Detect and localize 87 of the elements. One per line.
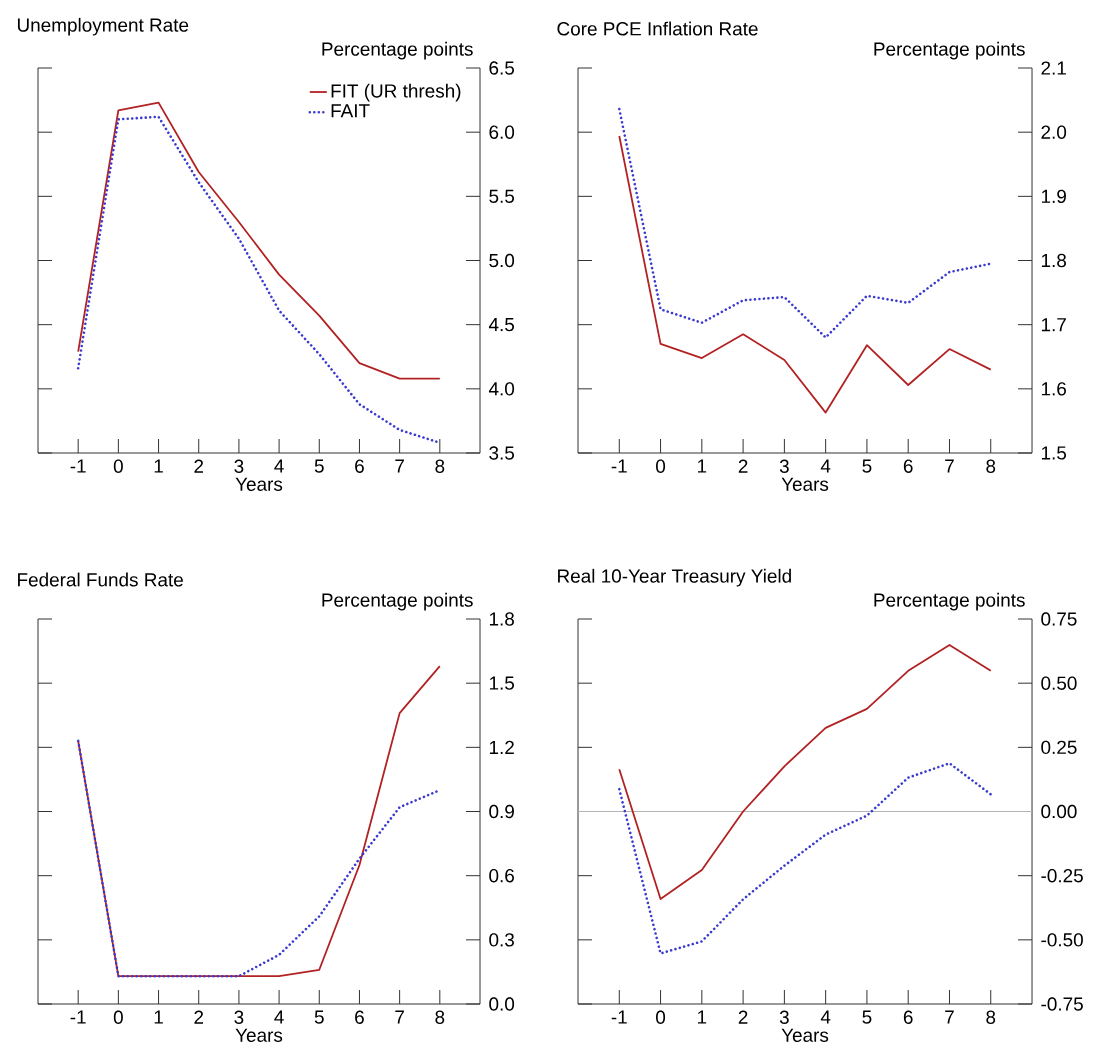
x-tick-label: 2 bbox=[194, 459, 204, 473]
legend-label: FIT (UR thresh) bbox=[331, 83, 461, 102]
y-tick-label: 0.3 bbox=[489, 933, 514, 947]
x-axis-title: Years bbox=[781, 1028, 829, 1042]
y-tick-label: -0.75 bbox=[1041, 997, 1083, 1011]
y-tick-label: 6.5 bbox=[489, 61, 515, 75]
y-tick-label: 1.2 bbox=[489, 740, 514, 754]
x-tick-label: 1 bbox=[698, 1010, 707, 1024]
y-tick-label: 1.5 bbox=[1041, 446, 1067, 460]
line-series bbox=[77, 101, 441, 380]
x-tick-label: 8 bbox=[986, 459, 996, 473]
x-tick-label: 0 bbox=[113, 1010, 123, 1024]
x-tick-label: 0 bbox=[656, 1010, 666, 1024]
y-axis-title: Percentage points bbox=[874, 592, 1025, 611]
x-tick-label: 2 bbox=[738, 1010, 748, 1024]
line-series bbox=[617, 761, 993, 955]
x-tick-label: 1 bbox=[154, 459, 163, 473]
x-tick-label: 8 bbox=[435, 1010, 445, 1024]
chart-title: Core PCE Inflation Rate bbox=[557, 21, 758, 36]
x-tick-label: 2 bbox=[194, 1010, 204, 1024]
x-tick-label: -1 bbox=[611, 1010, 627, 1024]
y-axis-title: Percentage points bbox=[874, 41, 1025, 60]
x-tick-label: 1 bbox=[154, 1010, 163, 1024]
x-tick-label: 4 bbox=[274, 1010, 284, 1024]
x-tick-label: -1 bbox=[70, 1010, 86, 1024]
y-tick-label: 1.8 bbox=[489, 612, 514, 626]
x-tick-label: 3 bbox=[234, 1010, 244, 1024]
y-tick-label: 0.9 bbox=[489, 804, 514, 819]
x-axis-title: Years bbox=[781, 477, 829, 491]
line-series bbox=[618, 135, 992, 414]
x-tick-label: 4 bbox=[274, 459, 284, 473]
y-tick-label: 2.1 bbox=[1041, 61, 1066, 75]
x-tick-label: 5 bbox=[862, 459, 872, 473]
y-tick-label: 5.5 bbox=[489, 189, 515, 203]
x-tick-label: 7 bbox=[945, 459, 954, 473]
x-tick-label: 0 bbox=[113, 459, 123, 473]
y-tick-label: -0.25 bbox=[1041, 868, 1083, 883]
chart-title: Federal Funds Rate bbox=[18, 572, 183, 587]
x-axis-title: Years bbox=[235, 477, 283, 491]
y-axis-title: Percentage points bbox=[322, 592, 473, 611]
y-tick-label: 1.8 bbox=[1041, 253, 1067, 268]
y-tick-label: 0.0 bbox=[489, 997, 515, 1011]
y-tick-label: 1.6 bbox=[1041, 382, 1066, 396]
x-tick-label: 4 bbox=[820, 459, 831, 473]
x-tick-label: 6 bbox=[903, 459, 913, 473]
x-tick-label: 4 bbox=[820, 1010, 831, 1024]
x-tick-label: 5 bbox=[314, 1010, 324, 1024]
y-tick-label: 1.9 bbox=[1041, 189, 1066, 204]
x-tick-label: 7 bbox=[395, 1010, 404, 1024]
y-tick-label: 0.50 bbox=[1041, 676, 1077, 690]
y-tick-label: 0.00 bbox=[1041, 804, 1077, 819]
x-tick-label: 8 bbox=[986, 1010, 996, 1024]
x-tick-label: 6 bbox=[903, 1010, 913, 1024]
y-tick-label: 0.6 bbox=[489, 868, 514, 883]
x-tick-label: 6 bbox=[355, 459, 364, 473]
x-tick-label: 6 bbox=[355, 1010, 364, 1024]
y-tick-label: 4.5 bbox=[488, 318, 515, 332]
x-tick-label: 3 bbox=[779, 459, 789, 473]
y-tick-label: 6.0 bbox=[489, 125, 515, 139]
x-tick-label: 8 bbox=[435, 459, 445, 473]
y-tick-label: 5.0 bbox=[489, 253, 515, 268]
legend-label: FAIT bbox=[331, 104, 370, 118]
y-tick-label: 0.25 bbox=[1041, 740, 1077, 755]
chart-title: Real 10-Year Treasury Yield bbox=[558, 568, 791, 587]
x-tick-label: -1 bbox=[70, 459, 86, 473]
x-tick-label: 1 bbox=[698, 459, 707, 473]
y-tick-label: 3.5 bbox=[489, 446, 515, 460]
line-series bbox=[618, 644, 992, 900]
x-tick-label: 7 bbox=[395, 459, 404, 473]
y-tick-label: 0.75 bbox=[1041, 612, 1077, 626]
y-tick-label: 1.7 bbox=[1041, 318, 1066, 332]
x-tick-label: 3 bbox=[779, 1010, 789, 1024]
y-tick-label: -0.50 bbox=[1041, 933, 1083, 947]
y-tick-label: 1.5 bbox=[489, 676, 515, 690]
chart-title: Unemployment Rate bbox=[17, 17, 189, 36]
x-tick-label: 5 bbox=[862, 1010, 872, 1024]
x-tick-label: -1 bbox=[611, 459, 627, 473]
x-tick-label: 0 bbox=[656, 459, 666, 473]
y-tick-label: 2.0 bbox=[1041, 125, 1067, 139]
y-tick-label: 4.0 bbox=[488, 382, 515, 396]
x-tick-label: 5 bbox=[314, 459, 324, 473]
line-series bbox=[617, 107, 993, 339]
x-tick-label: 2 bbox=[738, 459, 748, 473]
x-axis-title: Years bbox=[235, 1028, 283, 1042]
x-tick-label: 3 bbox=[234, 459, 244, 473]
y-axis-title: Percentage points bbox=[322, 41, 473, 60]
x-tick-label: 7 bbox=[945, 1010, 954, 1024]
